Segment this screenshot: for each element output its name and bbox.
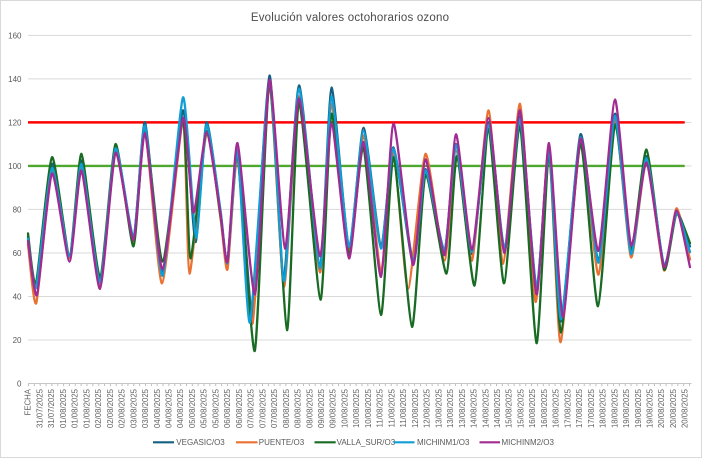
svg-text:04/08/2025: 04/08/2025 [165,388,174,428]
svg-text:FECHA: FECHA [24,388,33,415]
svg-text:09/08/2025: 09/08/2025 [317,388,326,428]
svg-text:19/08/2025: 19/08/2025 [622,388,631,428]
svg-text:15/08/2025: 15/08/2025 [517,388,526,428]
svg-text:20/08/2025: 20/08/2025 [657,388,666,428]
svg-text:14/08/2025: 14/08/2025 [470,388,479,428]
svg-text:14/08/2025: 14/08/2025 [481,388,490,428]
svg-text:10/08/2025: 10/08/2025 [364,388,373,428]
svg-text:16/08/2025: 16/08/2025 [540,388,549,428]
svg-text:20/08/2025: 20/08/2025 [669,388,678,428]
svg-text:04/08/2025: 04/08/2025 [153,388,162,428]
svg-text:31/07/2025: 31/07/2025 [47,388,56,428]
svg-text:140: 140 [8,75,22,84]
svg-text:07/08/2025: 07/08/2025 [247,388,256,428]
svg-text:19/08/2025: 19/08/2025 [634,388,643,428]
svg-text:06/08/2025: 06/08/2025 [235,388,244,428]
svg-text:13/08/2025: 13/08/2025 [458,388,467,428]
svg-text:15/08/2025: 15/08/2025 [505,388,514,428]
svg-text:02/08/2025: 02/08/2025 [118,388,127,428]
svg-text:13/08/2025: 13/08/2025 [446,388,455,428]
svg-text:16/08/2025: 16/08/2025 [552,388,561,428]
svg-text:11/08/2025: 11/08/2025 [376,388,385,427]
svg-text:12/08/2025: 12/08/2025 [411,388,420,428]
svg-text:05/08/2025: 05/08/2025 [188,388,197,428]
svg-text:08/08/2025: 08/08/2025 [294,388,303,428]
svg-text:08/08/2025: 08/08/2025 [305,388,314,428]
svg-text:20: 20 [13,336,22,345]
svg-text:06/08/2025: 06/08/2025 [223,388,232,428]
svg-text:20/08/2025: 20/08/2025 [681,388,690,428]
svg-text:18/08/2025: 18/08/2025 [599,388,608,428]
svg-text:11/08/2025: 11/08/2025 [399,388,408,427]
svg-text:16/08/2025: 16/08/2025 [528,388,537,428]
svg-text:04/08/2025: 04/08/2025 [176,388,185,428]
svg-text:01/08/2025: 01/08/2025 [71,388,80,428]
svg-text:Evolución valores octohorarios: Evolución valores octohorarios ozono [251,12,449,24]
svg-text:01/08/2025: 01/08/2025 [59,388,68,428]
svg-text:VALLA_SUR/O3: VALLA_SUR/O3 [337,438,396,447]
svg-text:14/08/2025: 14/08/2025 [493,388,502,428]
svg-text:03/08/2025: 03/08/2025 [129,388,138,428]
svg-text:01/08/2025: 01/08/2025 [82,388,91,428]
svg-text:02/08/2025: 02/08/2025 [94,388,103,428]
svg-text:100: 100 [8,162,22,171]
svg-text:09/08/2025: 09/08/2025 [329,388,338,428]
svg-text:40: 40 [13,292,22,301]
svg-text:05/08/2025: 05/08/2025 [200,388,209,428]
svg-text:13/08/2025: 13/08/2025 [434,388,443,428]
svg-text:10/08/2025: 10/08/2025 [352,388,361,428]
svg-text:17/08/2025: 17/08/2025 [587,388,596,428]
svg-text:07/08/2025: 07/08/2025 [258,388,267,428]
svg-text:03/08/2025: 03/08/2025 [141,388,150,428]
svg-text:120: 120 [8,118,22,127]
svg-text:02/08/2025: 02/08/2025 [106,388,115,428]
svg-text:MICHINM1/O3: MICHINM1/O3 [417,438,470,447]
svg-text:08/08/2025: 08/08/2025 [282,388,291,428]
svg-text:MICHINM2/O3: MICHINM2/O3 [502,438,555,447]
svg-text:160: 160 [8,31,22,40]
svg-text:PUENTE/O3: PUENTE/O3 [259,438,305,447]
svg-text:18/08/2025: 18/08/2025 [610,388,619,428]
svg-text:11/08/2025: 11/08/2025 [387,388,396,427]
svg-text:80: 80 [13,205,22,214]
svg-text:07/08/2025: 07/08/2025 [270,388,279,428]
svg-text:12/08/2025: 12/08/2025 [423,388,432,428]
svg-text:19/08/2025: 19/08/2025 [646,388,655,428]
svg-text:VEGASIC/O3: VEGASIC/O3 [176,438,225,447]
svg-text:60: 60 [13,249,22,258]
svg-text:17/08/2025: 17/08/2025 [563,388,572,428]
svg-text:17/08/2025: 17/08/2025 [575,388,584,428]
svg-text:05/08/2025: 05/08/2025 [211,388,220,428]
svg-text:0: 0 [17,380,22,389]
svg-text:10/08/2025: 10/08/2025 [341,388,350,428]
svg-text:31/07/2025: 31/07/2025 [35,388,44,428]
